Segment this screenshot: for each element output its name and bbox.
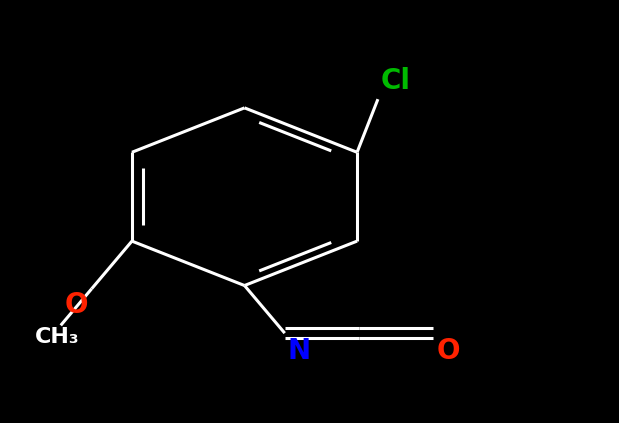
Text: N: N	[288, 337, 311, 365]
Text: CH₃: CH₃	[35, 327, 80, 347]
Text: O: O	[436, 337, 460, 365]
Text: Cl: Cl	[381, 67, 411, 95]
Text: O: O	[65, 291, 89, 319]
